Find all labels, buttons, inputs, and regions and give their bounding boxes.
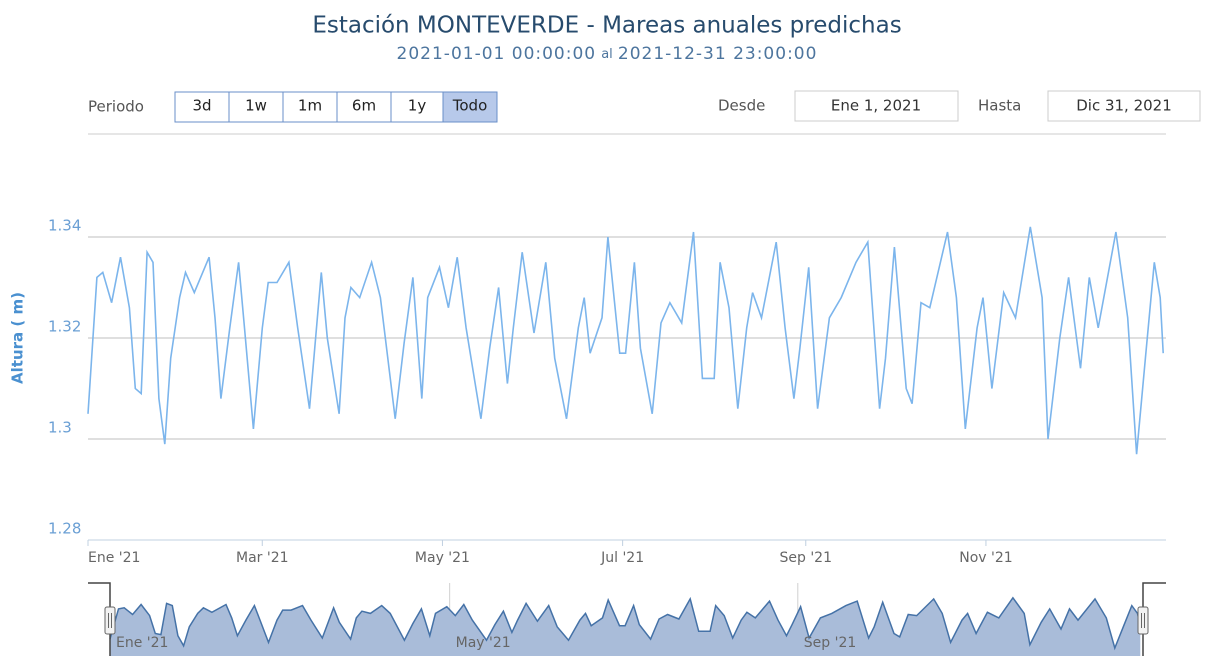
range-button[interactable]: [336, 91, 392, 123]
range-button[interactable]: [442, 91, 498, 123]
y-axis-label: Altura ( m): [9, 292, 27, 384]
from-value[interactable]: Ene 1, 2021: [831, 97, 921, 115]
range-button-label[interactable]: 1m: [298, 97, 322, 115]
y-tick-label: 1.3: [48, 419, 72, 437]
x-tick-label: Ene '21: [88, 550, 140, 566]
navigator-tick-label: Sep '21: [804, 635, 857, 651]
navigator-handle[interactable]: [104, 606, 116, 635]
range-button-label[interactable]: Todo: [452, 97, 488, 115]
to-input[interactable]: [1047, 90, 1201, 122]
range-button-label[interactable]: 3d: [192, 97, 211, 115]
navigator-handle[interactable]: [1137, 606, 1149, 635]
data-line: [87, 226, 1164, 455]
range-button[interactable]: [228, 91, 284, 123]
range-button-label[interactable]: 1y: [408, 97, 427, 115]
to-label: Hasta: [978, 97, 1021, 115]
chart-title: Estación MONTEVERDE - Mareas anuales pre…: [312, 13, 901, 39]
x-tick-label: Mar '21: [236, 550, 289, 566]
y-tick-label: 1.28: [48, 520, 81, 538]
from-label: Desde: [718, 97, 765, 115]
navigator-line: [109, 596, 1142, 651]
subtitle-separator: al: [601, 47, 613, 62]
subtitle-start: 2021-01-01 00:00:00: [397, 44, 597, 64]
y-tick-label: 1.34: [48, 217, 81, 235]
range-button-label[interactable]: 6m: [352, 97, 376, 115]
range-button-label[interactable]: 1w: [245, 97, 267, 115]
to-value[interactable]: Dic 31, 2021: [1076, 97, 1172, 115]
navigator-tick-label: Ene '21: [116, 635, 168, 651]
x-tick-label: Nov '21: [959, 550, 1012, 566]
x-tick-label: May '21: [415, 550, 470, 566]
x-tick-label: Sep '21: [780, 550, 833, 566]
range-button[interactable]: [174, 91, 230, 123]
from-input[interactable]: [794, 90, 959, 122]
range-label: Periodo: [88, 98, 144, 116]
navigator-area: [110, 597, 1141, 656]
subtitle-end: 2021-12-31 23:00:00: [618, 44, 818, 64]
y-tick-label: 1.32: [48, 318, 81, 336]
navigator-tick-label: May '21: [456, 635, 511, 651]
x-tick-label: Jul '21: [600, 550, 644, 566]
chart-subtitle: 2021-01-01 00:00:00 al 2021-12-31 23:00:…: [397, 44, 818, 65]
